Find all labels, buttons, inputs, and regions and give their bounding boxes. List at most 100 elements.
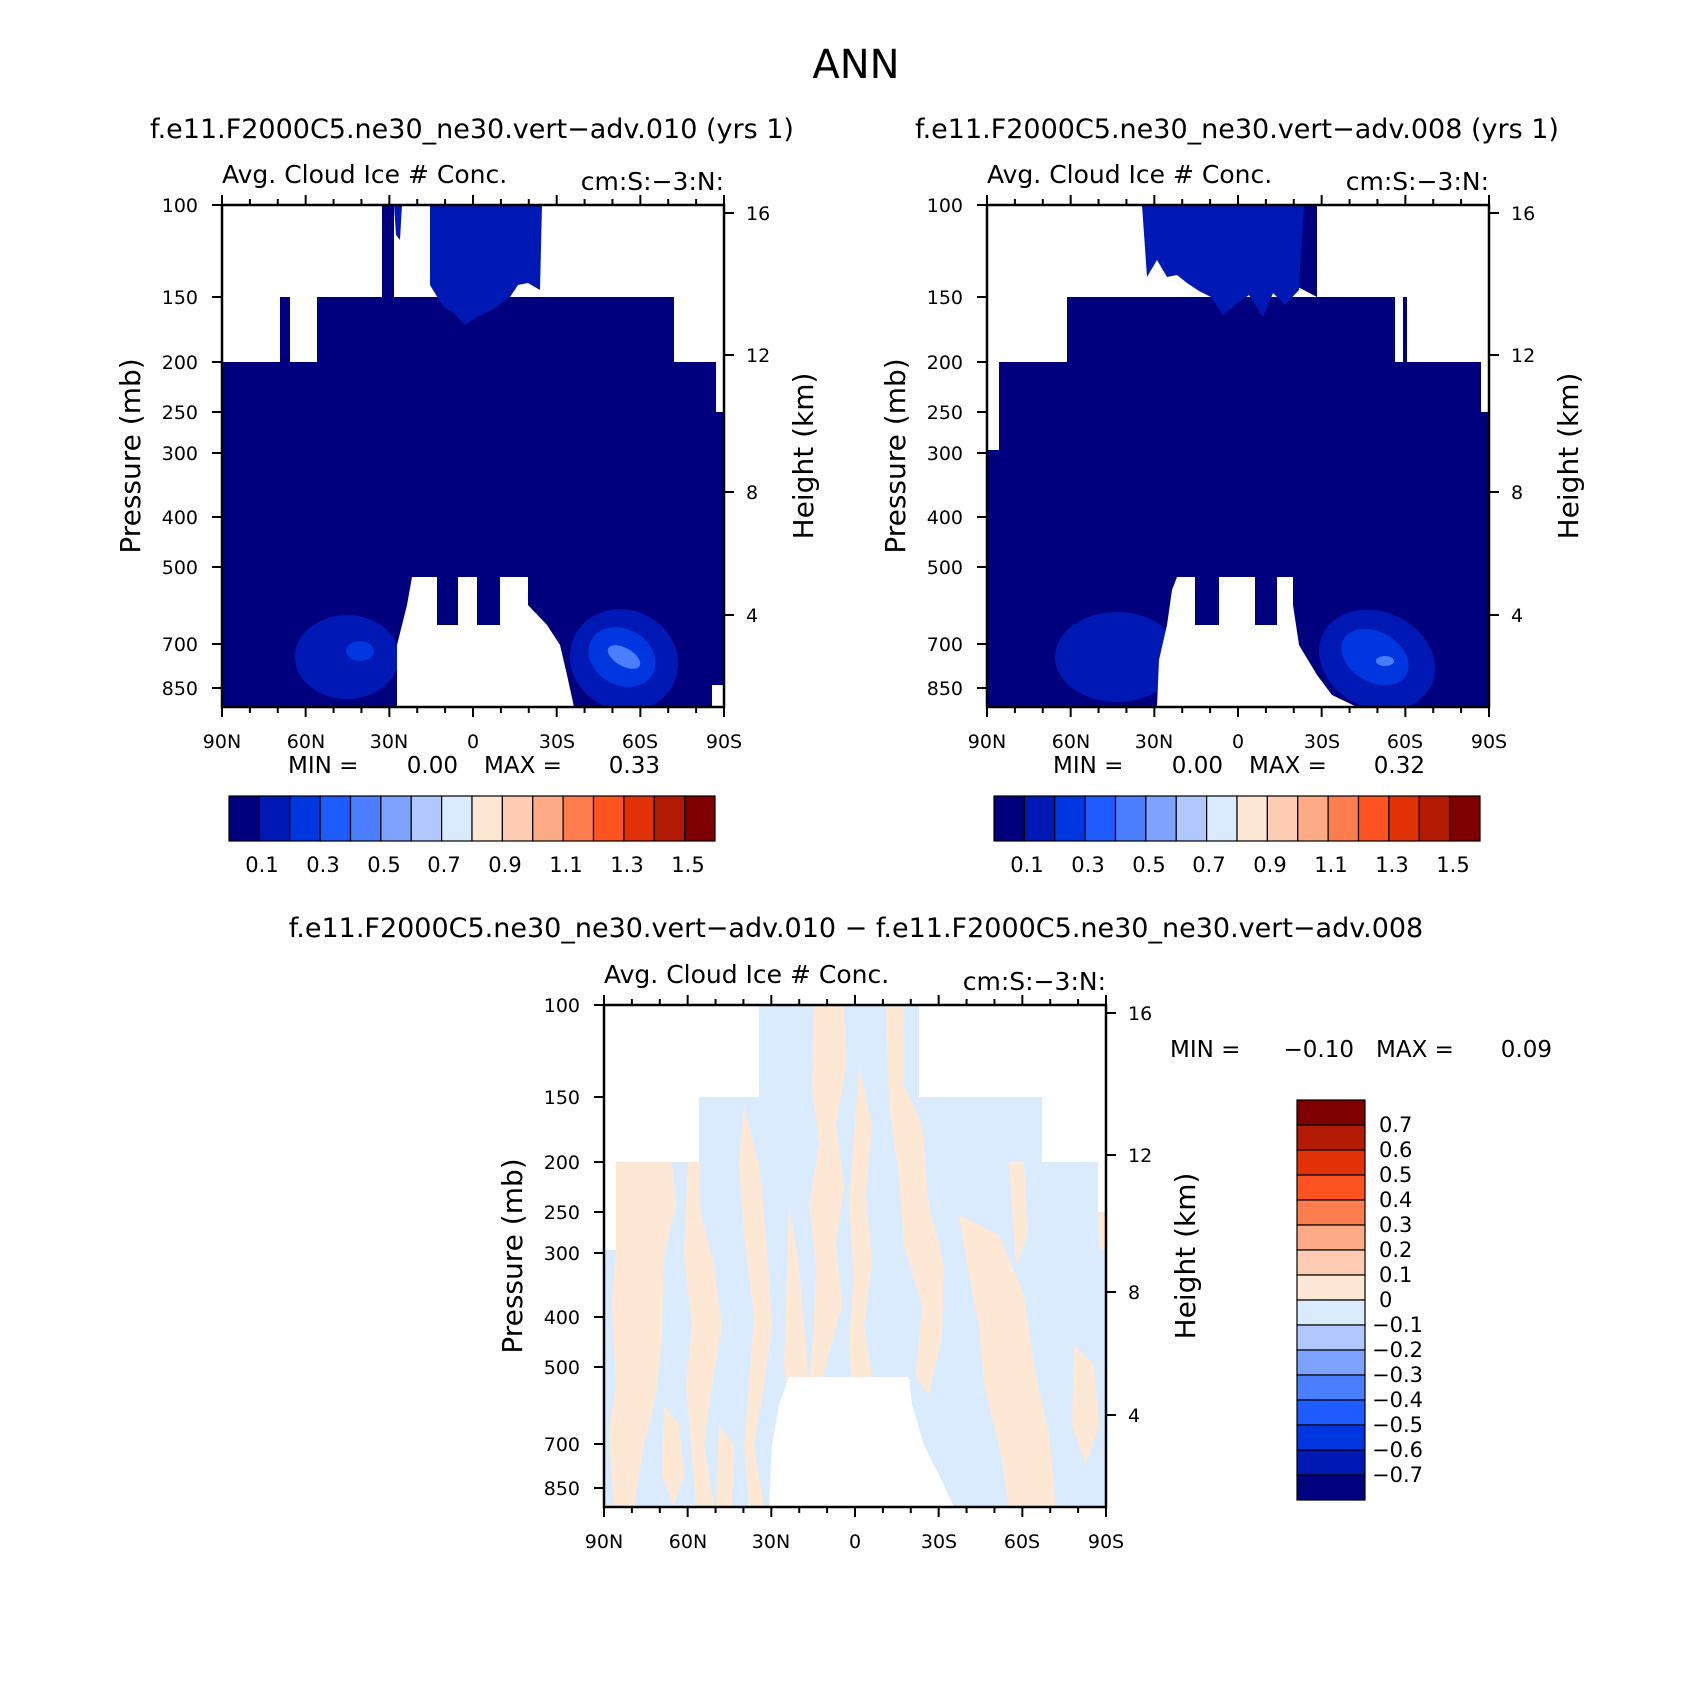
panel-1-y-tick-250: 250 — [162, 402, 198, 424]
panel-3-positive-region — [959, 1215, 1056, 1507]
colorbar-swatch — [471, 795, 503, 842]
panel-3-white-masks — [604, 1005, 1106, 1507]
panel-1-y-tick-150: 150 — [162, 287, 198, 309]
panel-2-y-tick-300: 300 — [927, 443, 963, 465]
panel-3-y-tick-250: 250 — [544, 1202, 580, 1224]
panel-3-y-ticks-right: 16 12 8 4 — [1128, 1003, 1152, 1427]
panel-1-colorbar-labels: 0.1 0.3 0.5 0.7 0.9 1.1 1.3 1.5 — [245, 853, 704, 877]
colorbar-swatch — [1296, 1224, 1366, 1251]
panel-2-empty-lower-center — [1157, 577, 1357, 707]
panel-2: f.e11.F2000C5.ne30_ne30.vert−adv.008 (yr… — [879, 114, 1585, 877]
panel-2-colorbar-label: 0.5 — [1132, 853, 1165, 877]
panel-3-colorbar-label: −0.6 — [1372, 1438, 1423, 1462]
panel-1-y-axis-label-right: Height (km) — [787, 373, 820, 540]
panel-2-x-tick-90n: 90N — [968, 731, 1006, 753]
panel-3-positive-region — [1072, 1345, 1099, 1465]
panel-3-colorbar-label: −0.1 — [1372, 1313, 1423, 1337]
panel-2-y-tick-100: 100 — [927, 195, 963, 217]
colorbar-swatch — [532, 795, 564, 842]
panel-3-height-tick-8: 8 — [1128, 1282, 1140, 1304]
panel-3-positive-regions — [609, 1005, 1106, 1507]
panel-1-y-axis-label: Pressure (mb) — [114, 358, 147, 553]
colorbar-swatch — [1054, 795, 1086, 842]
colorbar-swatch — [1296, 1424, 1366, 1451]
colorbar-swatch — [441, 795, 473, 842]
panel-2-height-tick-12: 12 — [1511, 345, 1535, 367]
colorbar-swatch — [1296, 1174, 1366, 1201]
panel-1-height-tick-16: 16 — [746, 203, 770, 225]
colorbar-swatch — [1296, 1099, 1366, 1126]
colorbar-swatch — [1296, 1374, 1366, 1401]
panel-3-height-tick-12: 12 — [1128, 1145, 1152, 1167]
panel-2-subtitle-left: Avg. Cloud Ice # Conc. — [987, 160, 1272, 189]
panel-2-y-tick-200: 200 — [927, 352, 963, 374]
panel-2-height-tick-8: 8 — [1511, 482, 1523, 504]
panel-3-colorbar-label: 0.5 — [1379, 1163, 1412, 1187]
panel-1-min-value: 0.00 — [407, 753, 458, 779]
panel-1-y-ticks-right: 16 12 8 4 — [746, 203, 770, 627]
panel-3: f.e11.F2000C5.ne30_ne30.vert−adv.010 − f… — [289, 913, 1552, 1553]
colorbar-swatch — [562, 795, 595, 842]
panel-2-x-tick-60n: 60N — [1052, 731, 1090, 753]
axis-tick-marks — [212, 195, 1499, 1517]
panel-1-max-value: 0.33 — [609, 753, 660, 779]
colorbar-swatch — [623, 795, 655, 842]
panel-1-height-tick-12: 12 — [746, 345, 770, 367]
panel-1-field-mask — [222, 205, 724, 707]
panel-3-colorbar-label: 0.2 — [1379, 1238, 1412, 1262]
panel-1-empty-lower-center — [397, 577, 574, 707]
panel-1-y-tick-850: 850 — [162, 678, 198, 700]
colorbar-swatch — [1296, 1249, 1366, 1276]
colorbar-swatch — [1297, 795, 1329, 842]
panel-1-y-tick-500: 500 — [162, 557, 198, 579]
panel-3-positive-region — [1098, 1212, 1106, 1250]
panel-2-colorbar-label: 1.5 — [1436, 853, 1469, 877]
panel-3-colorbar-label: 0.3 — [1379, 1213, 1412, 1237]
panel-3-height-tick-4: 4 — [1128, 1405, 1140, 1427]
panel-2-y-tick-850: 850 — [927, 678, 963, 700]
panel-2-y-ticks-right: 16 12 8 4 — [1511, 203, 1535, 627]
panel-3-positive-region — [684, 1162, 722, 1507]
panel-2-empty-upper-right-notch — [1395, 297, 1403, 362]
panel-1-colorbar-label: 0.5 — [367, 853, 400, 877]
panel-2-white-masks — [987, 205, 1489, 707]
panel-2-x-ticks: 90N 60N 30N 0 30S 60S 90S — [968, 731, 1507, 753]
panel-1-field-fill — [222, 205, 724, 707]
panel-1-title: f.e11.F2000C5.ne30_ne30.vert−adv.010 (yr… — [150, 114, 794, 145]
panel-1-colorbar — [228, 795, 716, 842]
panel-3-colorbar — [1296, 1099, 1366, 1501]
panel-1-min-label: MIN = — [288, 753, 358, 779]
panel-2-contour-low-left — [1055, 612, 1179, 702]
colorbar-swatch — [1296, 1274, 1366, 1301]
colorbar-swatch — [1236, 795, 1268, 842]
panel-3-min-label: MIN = — [1170, 1037, 1240, 1063]
panel-2-contours — [1055, 205, 1436, 707]
panel-3-subtitle-left: Avg. Cloud Ice # Conc. — [604, 960, 889, 989]
panel-3-colorbar-label: −0.4 — [1372, 1388, 1423, 1412]
panel-2-y-tick-150: 150 — [927, 287, 963, 309]
panel-3-y-tick-300: 300 — [544, 1243, 580, 1265]
panel-3-positive-region — [609, 1162, 676, 1507]
panel-3-x-tick-60n: 60N — [669, 1531, 707, 1553]
colorbar-swatch — [1175, 795, 1208, 842]
panel-1-colorbar-label: 0.3 — [306, 853, 339, 877]
colorbar-swatch — [1296, 1199, 1366, 1226]
panel-3-max-value: 0.09 — [1501, 1037, 1552, 1063]
colorbar-swatch — [993, 795, 1025, 842]
panel-3-y-tick-200: 200 — [544, 1152, 580, 1174]
panel-1-colorbar-label: 0.9 — [488, 853, 521, 877]
panel-1-empty-lower-right — [712, 685, 724, 707]
panel-1-contour-upper-edge — [394, 205, 402, 240]
panel-3-x-tick-0: 0 — [849, 1531, 861, 1553]
panel-3-subtitle-right: cm:S:−3:N: — [963, 967, 1106, 996]
colorbar-swatch — [1449, 795, 1481, 842]
colorbar-swatch — [1296, 1124, 1366, 1151]
panel-1-colorbar-label: 1.3 — [610, 853, 643, 877]
panel-3-colorbar-label: −0.5 — [1372, 1413, 1423, 1437]
panel-2-subtitle-right: cm:S:−3:N: — [1346, 167, 1489, 196]
panel-1-x-ticks: 90N 60N 30N 0 30S 60S 90S — [203, 731, 742, 753]
panel-1-colorbar-label: 0.7 — [427, 853, 460, 877]
colorbar-swatch — [228, 795, 260, 842]
colorbar-swatch — [1145, 795, 1177, 842]
colorbar-swatch — [380, 795, 412, 842]
